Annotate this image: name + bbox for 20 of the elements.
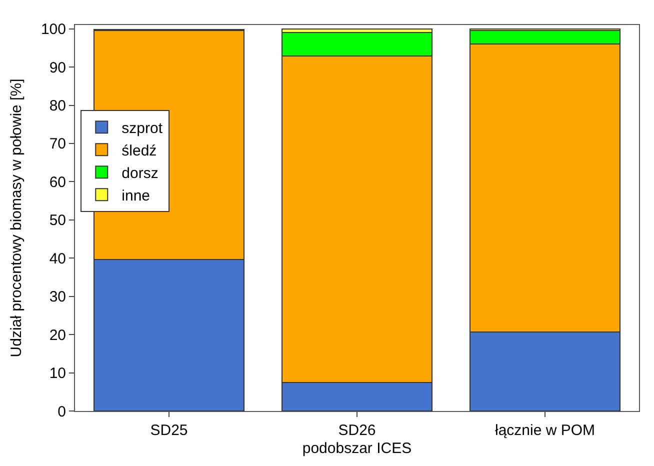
x-tick-label: łącznie w POM [494,422,596,439]
x-tick-label: SD25 [150,422,188,439]
y-tick-label: 30 [49,288,66,306]
legend-label: szprot [122,120,164,138]
y-tick-label: 80 [49,98,66,115]
y-tick-label: 0 [58,403,66,420]
y-tick-label: 50 [49,212,66,230]
x-axis-title: podobszar ICES [302,440,412,457]
legend-label: śledź [122,142,157,160]
y-axis-title: Udział procentowy biomasy w połowie [%] [8,78,26,358]
y-tick-label: 40 [49,250,66,268]
x-tick-label: SD26 [338,422,376,439]
y-tick-label: 100 [40,21,66,38]
legend-label: inne [122,188,150,205]
legend-label: dorsz [122,165,158,182]
y-tick-label: 60 [49,174,66,191]
y-tick-label: 10 [49,365,66,382]
y-tick-label: 20 [49,326,66,344]
y-tick-label: 70 [49,136,66,153]
y-tick-label: 90 [49,59,66,76]
